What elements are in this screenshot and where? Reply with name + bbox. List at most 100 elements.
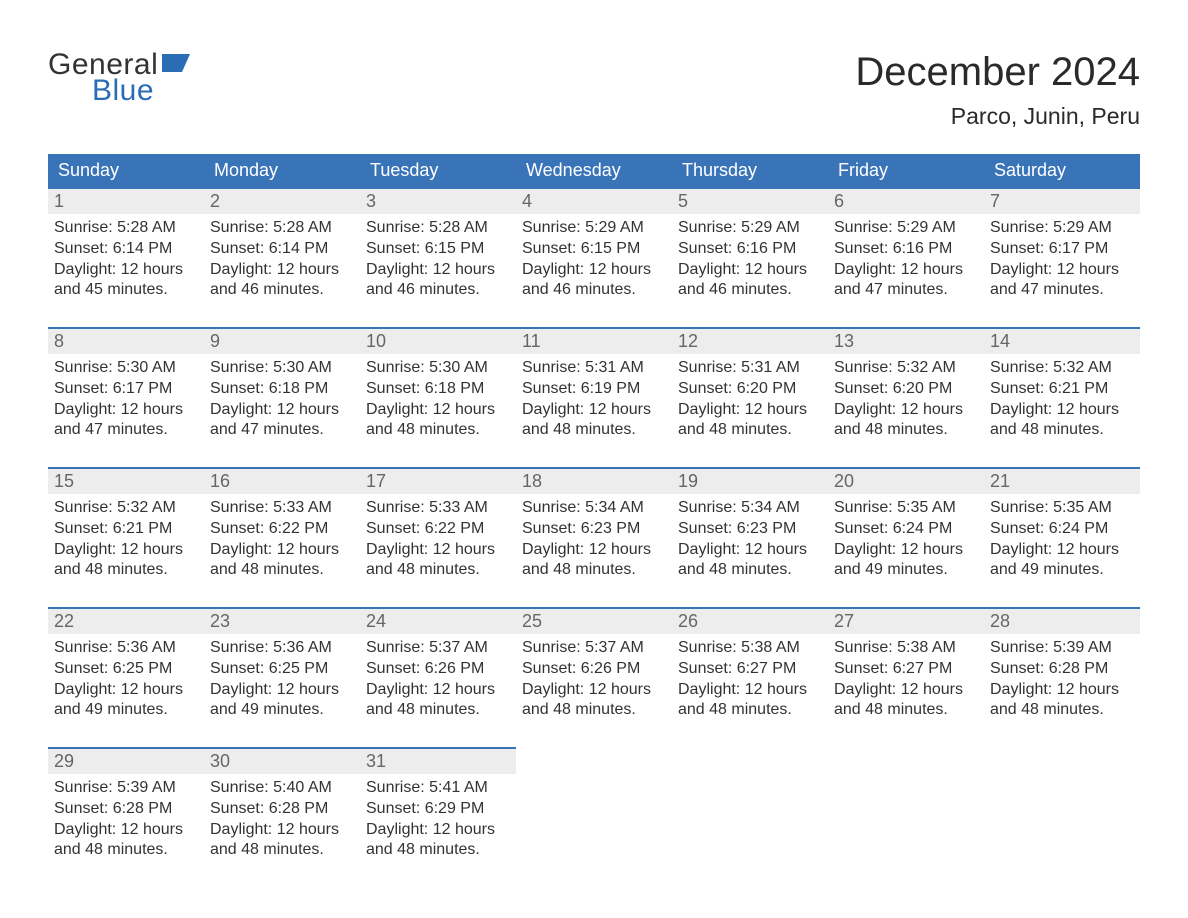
daylight-line-1: Daylight: 12 hours <box>210 400 354 421</box>
weekday-header: Sunday <box>48 154 204 187</box>
calendar-day-cell: 1Sunrise: 5:28 AMSunset: 6:14 PMDaylight… <box>48 187 204 327</box>
calendar-day-cell: 16Sunrise: 5:33 AMSunset: 6:22 PMDayligh… <box>204 467 360 607</box>
daylight-line-2: and 46 minutes. <box>678 280 822 301</box>
sunset-line: Sunset: 6:15 PM <box>366 239 510 260</box>
daylight-line-2: and 47 minutes. <box>990 280 1134 301</box>
daylight-line-2: and 48 minutes. <box>678 700 822 721</box>
sunrise-line: Sunrise: 5:38 AM <box>678 638 822 659</box>
daylight-line-2: and 47 minutes. <box>834 280 978 301</box>
daylight-line-2: and 47 minutes. <box>210 420 354 441</box>
calendar-day-cell: 24Sunrise: 5:37 AMSunset: 6:26 PMDayligh… <box>360 607 516 747</box>
day-content: Sunrise: 5:36 AMSunset: 6:25 PMDaylight:… <box>204 634 360 727</box>
sunset-line: Sunset: 6:24 PM <box>990 519 1134 540</box>
daylight-line-1: Daylight: 12 hours <box>834 260 978 281</box>
day-number: 4 <box>516 187 672 214</box>
calendar-week-row: 1Sunrise: 5:28 AMSunset: 6:14 PMDaylight… <box>48 187 1140 327</box>
sunset-line: Sunset: 6:28 PM <box>210 799 354 820</box>
day-content: Sunrise: 5:37 AMSunset: 6:26 PMDaylight:… <box>360 634 516 727</box>
day-number: 15 <box>48 467 204 494</box>
daylight-line-1: Daylight: 12 hours <box>210 260 354 281</box>
daylight-line-2: and 48 minutes. <box>834 700 978 721</box>
calendar-day-cell: 22Sunrise: 5:36 AMSunset: 6:25 PMDayligh… <box>48 607 204 747</box>
day-content: Sunrise: 5:31 AMSunset: 6:20 PMDaylight:… <box>672 354 828 447</box>
location-subtitle: Parco, Junin, Peru <box>855 103 1140 130</box>
calendar-day-cell: 26Sunrise: 5:38 AMSunset: 6:27 PMDayligh… <box>672 607 828 747</box>
day-number: 17 <box>360 467 516 494</box>
brand-word2: Blue <box>92 76 158 106</box>
calendar-day-cell: 5Sunrise: 5:29 AMSunset: 6:16 PMDaylight… <box>672 187 828 327</box>
sunrise-line: Sunrise: 5:29 AM <box>522 218 666 239</box>
sunset-line: Sunset: 6:16 PM <box>834 239 978 260</box>
day-content: Sunrise: 5:34 AMSunset: 6:23 PMDaylight:… <box>516 494 672 587</box>
day-number: 19 <box>672 467 828 494</box>
sunrise-line: Sunrise: 5:38 AM <box>834 638 978 659</box>
calendar-day-cell <box>828 747 984 887</box>
daylight-line-2: and 48 minutes. <box>522 420 666 441</box>
day-number: 5 <box>672 187 828 214</box>
calendar-day-cell <box>516 747 672 887</box>
calendar-day-cell: 6Sunrise: 5:29 AMSunset: 6:16 PMDaylight… <box>828 187 984 327</box>
day-number: 10 <box>360 327 516 354</box>
sunrise-line: Sunrise: 5:37 AM <box>522 638 666 659</box>
daylight-line-1: Daylight: 12 hours <box>522 540 666 561</box>
day-number: 29 <box>48 747 204 774</box>
weekday-header: Tuesday <box>360 154 516 187</box>
calendar-day-cell: 12Sunrise: 5:31 AMSunset: 6:20 PMDayligh… <box>672 327 828 467</box>
day-content: Sunrise: 5:39 AMSunset: 6:28 PMDaylight:… <box>984 634 1140 727</box>
sunset-line: Sunset: 6:16 PM <box>678 239 822 260</box>
day-number: 18 <box>516 467 672 494</box>
day-content: Sunrise: 5:34 AMSunset: 6:23 PMDaylight:… <box>672 494 828 587</box>
day-content: Sunrise: 5:33 AMSunset: 6:22 PMDaylight:… <box>360 494 516 587</box>
calendar-table: Sunday Monday Tuesday Wednesday Thursday… <box>48 154 1140 887</box>
daylight-line-1: Daylight: 12 hours <box>678 400 822 421</box>
sunrise-line: Sunrise: 5:30 AM <box>366 358 510 379</box>
daylight-line-2: and 48 minutes. <box>366 840 510 861</box>
sunrise-line: Sunrise: 5:31 AM <box>522 358 666 379</box>
day-content: Sunrise: 5:30 AMSunset: 6:18 PMDaylight:… <box>360 354 516 447</box>
sunset-line: Sunset: 6:27 PM <box>678 659 822 680</box>
calendar-week-row: 22Sunrise: 5:36 AMSunset: 6:25 PMDayligh… <box>48 607 1140 747</box>
daylight-line-1: Daylight: 12 hours <box>54 400 198 421</box>
daylight-line-1: Daylight: 12 hours <box>990 400 1134 421</box>
day-content: Sunrise: 5:28 AMSunset: 6:15 PMDaylight:… <box>360 214 516 307</box>
brand-flag-icon <box>162 54 190 72</box>
calendar-week-row: 8Sunrise: 5:30 AMSunset: 6:17 PMDaylight… <box>48 327 1140 467</box>
day-number: 24 <box>360 607 516 634</box>
day-content: Sunrise: 5:32 AMSunset: 6:20 PMDaylight:… <box>828 354 984 447</box>
sunset-line: Sunset: 6:21 PM <box>54 519 198 540</box>
sunrise-line: Sunrise: 5:32 AM <box>834 358 978 379</box>
day-content: Sunrise: 5:28 AMSunset: 6:14 PMDaylight:… <box>204 214 360 307</box>
sunset-line: Sunset: 6:25 PM <box>54 659 198 680</box>
daylight-line-1: Daylight: 12 hours <box>210 680 354 701</box>
daylight-line-2: and 48 minutes. <box>834 420 978 441</box>
calendar-day-cell: 13Sunrise: 5:32 AMSunset: 6:20 PMDayligh… <box>828 327 984 467</box>
calendar-day-cell: 8Sunrise: 5:30 AMSunset: 6:17 PMDaylight… <box>48 327 204 467</box>
calendar-day-cell: 23Sunrise: 5:36 AMSunset: 6:25 PMDayligh… <box>204 607 360 747</box>
daylight-line-2: and 48 minutes. <box>522 700 666 721</box>
day-content: Sunrise: 5:28 AMSunset: 6:14 PMDaylight:… <box>48 214 204 307</box>
day-number: 8 <box>48 327 204 354</box>
day-content: Sunrise: 5:29 AMSunset: 6:15 PMDaylight:… <box>516 214 672 307</box>
weekday-header: Saturday <box>984 154 1140 187</box>
sunrise-line: Sunrise: 5:41 AM <box>366 778 510 799</box>
daylight-line-2: and 48 minutes. <box>54 560 198 581</box>
weekday-header: Thursday <box>672 154 828 187</box>
daylight-line-1: Daylight: 12 hours <box>366 680 510 701</box>
day-content: Sunrise: 5:36 AMSunset: 6:25 PMDaylight:… <box>48 634 204 727</box>
daylight-line-1: Daylight: 12 hours <box>366 260 510 281</box>
sunrise-line: Sunrise: 5:32 AM <box>990 358 1134 379</box>
day-content: Sunrise: 5:31 AMSunset: 6:19 PMDaylight:… <box>516 354 672 447</box>
daylight-line-1: Daylight: 12 hours <box>678 260 822 281</box>
daylight-line-1: Daylight: 12 hours <box>210 820 354 841</box>
day-content: Sunrise: 5:37 AMSunset: 6:26 PMDaylight:… <box>516 634 672 727</box>
calendar-day-cell: 27Sunrise: 5:38 AMSunset: 6:27 PMDayligh… <box>828 607 984 747</box>
sunset-line: Sunset: 6:14 PM <box>54 239 198 260</box>
daylight-line-2: and 47 minutes. <box>54 420 198 441</box>
daylight-line-2: and 49 minutes. <box>210 700 354 721</box>
calendar-day-cell: 19Sunrise: 5:34 AMSunset: 6:23 PMDayligh… <box>672 467 828 607</box>
sunset-line: Sunset: 6:27 PM <box>834 659 978 680</box>
sunset-line: Sunset: 6:15 PM <box>522 239 666 260</box>
sunset-line: Sunset: 6:18 PM <box>210 379 354 400</box>
daylight-line-2: and 49 minutes. <box>834 560 978 581</box>
sunset-line: Sunset: 6:28 PM <box>990 659 1134 680</box>
